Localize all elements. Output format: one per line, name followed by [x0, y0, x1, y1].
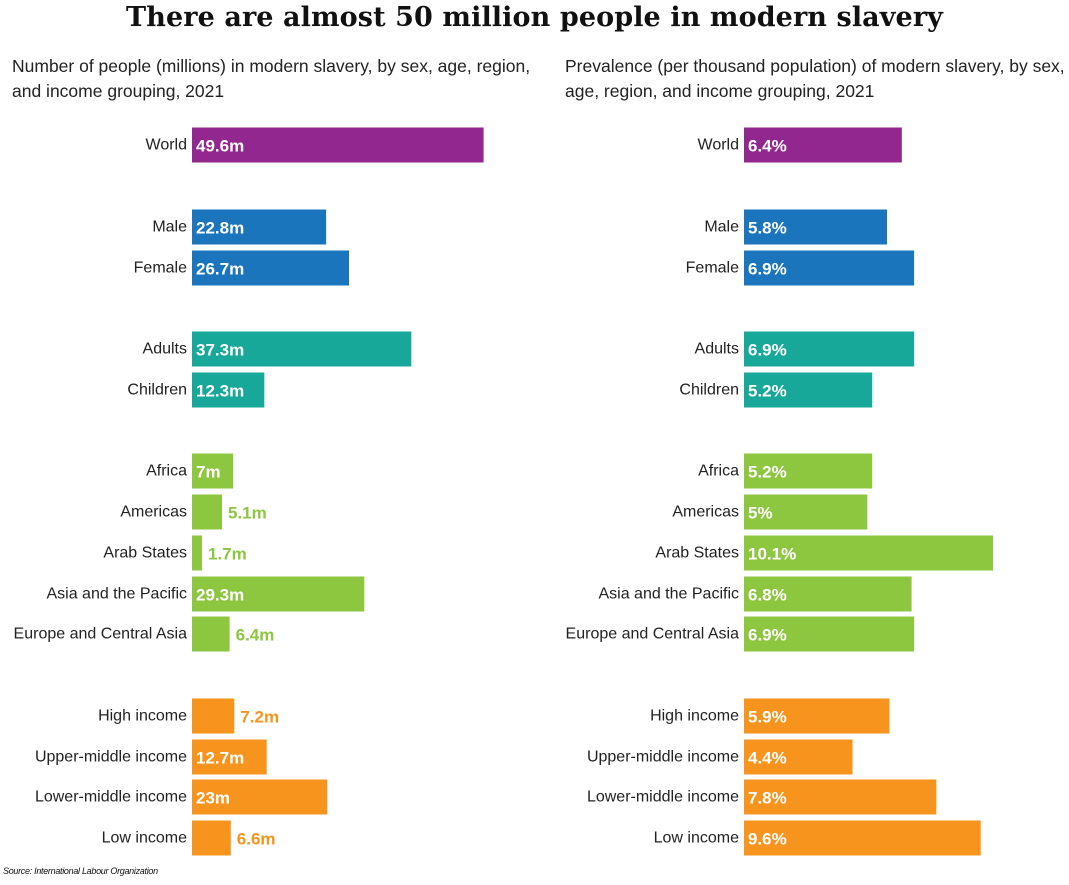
right-value-label-lower-middle-income: 7.8% — [748, 789, 787, 808]
left-category-label-upper-middle-income: Upper-middle income — [35, 749, 187, 766]
right-category-label-high-income: High income — [650, 708, 739, 725]
left-bar-lower-middle-income — [192, 779, 328, 815]
right-value-label-high-income: 5.9% — [748, 708, 787, 727]
right-bar-americas — [744, 494, 868, 530]
left-category-label-female: Female — [134, 260, 187, 277]
left-category-label-lower-middle-income: Lower-middle income — [35, 789, 187, 806]
left-value-label-adults: 37.3m — [196, 341, 244, 360]
left-category-label-americas: Americas — [120, 504, 187, 521]
right-bar-arab-states — [744, 535, 993, 571]
left-value-label-arab-states: 1.7m — [208, 545, 247, 564]
left-category-label-africa: Africa — [146, 463, 187, 480]
left-category-label-children: Children — [127, 382, 187, 399]
left-value-label-female: 26.7m — [196, 260, 244, 279]
left-value-label-world: 49.6m — [196, 137, 244, 156]
right-bar-africa — [744, 453, 873, 489]
right-category-label-africa: Africa — [698, 463, 739, 480]
right-category-label-male: Male — [704, 219, 739, 236]
left-bar-female — [192, 250, 349, 286]
left-bar-low-income — [192, 820, 231, 856]
right-value-label-europe-and-central-asia: 6.9% — [748, 626, 787, 645]
left-value-label-americas: 5.1m — [228, 504, 267, 523]
right-value-label-adults: 6.9% — [748, 341, 787, 360]
left-value-label-lower-middle-income: 23m — [196, 789, 230, 808]
right-value-label-arab-states: 10.1% — [748, 545, 796, 564]
left-bar-male — [192, 209, 327, 245]
right-bar-male — [744, 209, 887, 245]
left-bar-europe-and-central-asia — [192, 616, 230, 652]
left-category-label-high-income: High income — [98, 708, 187, 725]
right-category-label-female: Female — [686, 260, 739, 277]
right-value-label-asia-and-the-pacific: 6.8% — [748, 586, 787, 605]
source-note: Source: International Labour Organizatio… — [3, 866, 158, 876]
left-category-label-male: Male — [152, 219, 187, 236]
right-bar-upper-middle-income — [744, 739, 853, 775]
right-bar-adults — [744, 331, 915, 367]
left-bar-children — [192, 372, 265, 408]
left-bar-africa — [192, 453, 234, 489]
right-category-label-upper-middle-income: Upper-middle income — [587, 749, 739, 766]
left-category-label-asia-and-the-pacific: Asia and the Pacific — [46, 586, 187, 603]
right-category-label-arab-states: Arab States — [655, 545, 739, 562]
right-bar-asia-and-the-pacific — [744, 576, 912, 612]
right-category-label-americas: Americas — [672, 504, 739, 521]
right-category-label-low-income: Low income — [654, 830, 739, 847]
left-bar-upper-middle-income — [192, 739, 267, 775]
right-bar-children — [744, 372, 873, 408]
left-category-label-adults: Adults — [143, 341, 187, 358]
right-category-label-asia-and-the-pacific: Asia and the Pacific — [598, 586, 739, 603]
right-bar-high-income — [744, 698, 890, 734]
left-bar-high-income — [192, 698, 235, 734]
left-value-label-children: 12.3m — [196, 382, 244, 401]
left-value-label-asia-and-the-pacific: 29.3m — [196, 586, 244, 605]
right-category-label-children: Children — [679, 382, 739, 399]
left-value-label-high-income: 7.2m — [240, 708, 279, 727]
left-category-label-arab-states: Arab States — [103, 545, 187, 562]
left-value-label-upper-middle-income: 12.7m — [196, 749, 244, 768]
right-value-label-americas: 5% — [748, 504, 773, 523]
right-category-label-adults: Adults — [695, 341, 739, 358]
right-value-label-upper-middle-income: 4.4% — [748, 749, 787, 768]
left-category-label-europe-and-central-asia: Europe and Central Asia — [14, 626, 188, 643]
left-value-label-africa: 7m — [196, 463, 221, 482]
right-category-label-world: World — [698, 137, 740, 154]
left-bar-asia-and-the-pacific — [192, 576, 365, 612]
chart-title: There are almost 50 million people in mo… — [126, 2, 943, 33]
left-value-label-male: 22.8m — [196, 219, 244, 238]
left-bar-world — [192, 127, 484, 163]
left-category-label-low-income: Low income — [102, 830, 187, 847]
right-bar-female — [744, 250, 915, 286]
right-bar-low-income — [744, 820, 981, 856]
right-chart-subtitle: Prevalence (per thousand population) of … — [565, 56, 1065, 101]
left-value-label-low-income: 6.6m — [237, 830, 276, 849]
right-value-label-male: 5.8% — [748, 219, 787, 238]
right-value-label-low-income: 9.6% — [748, 830, 787, 849]
left-value-label-europe-and-central-asia: 6.4m — [236, 626, 275, 645]
right-value-label-children: 5.2% — [748, 382, 787, 401]
left-bar-arab-states — [192, 535, 202, 571]
left-bar-americas — [192, 494, 222, 530]
left-bar-adults — [192, 331, 412, 367]
right-bar-world — [744, 127, 902, 163]
left-category-label-world: World — [146, 137, 188, 154]
right-value-label-female: 6.9% — [748, 260, 787, 279]
right-category-label-lower-middle-income: Lower-middle income — [587, 789, 739, 806]
right-category-label-europe-and-central-asia: Europe and Central Asia — [566, 626, 740, 643]
right-value-label-africa: 5.2% — [748, 463, 787, 482]
right-bar-lower-middle-income — [744, 779, 937, 815]
right-value-label-world: 6.4% — [748, 137, 787, 156]
left-chart-subtitle: Number of people (millions) in modern sl… — [12, 56, 531, 101]
right-bar-europe-and-central-asia — [744, 616, 915, 652]
